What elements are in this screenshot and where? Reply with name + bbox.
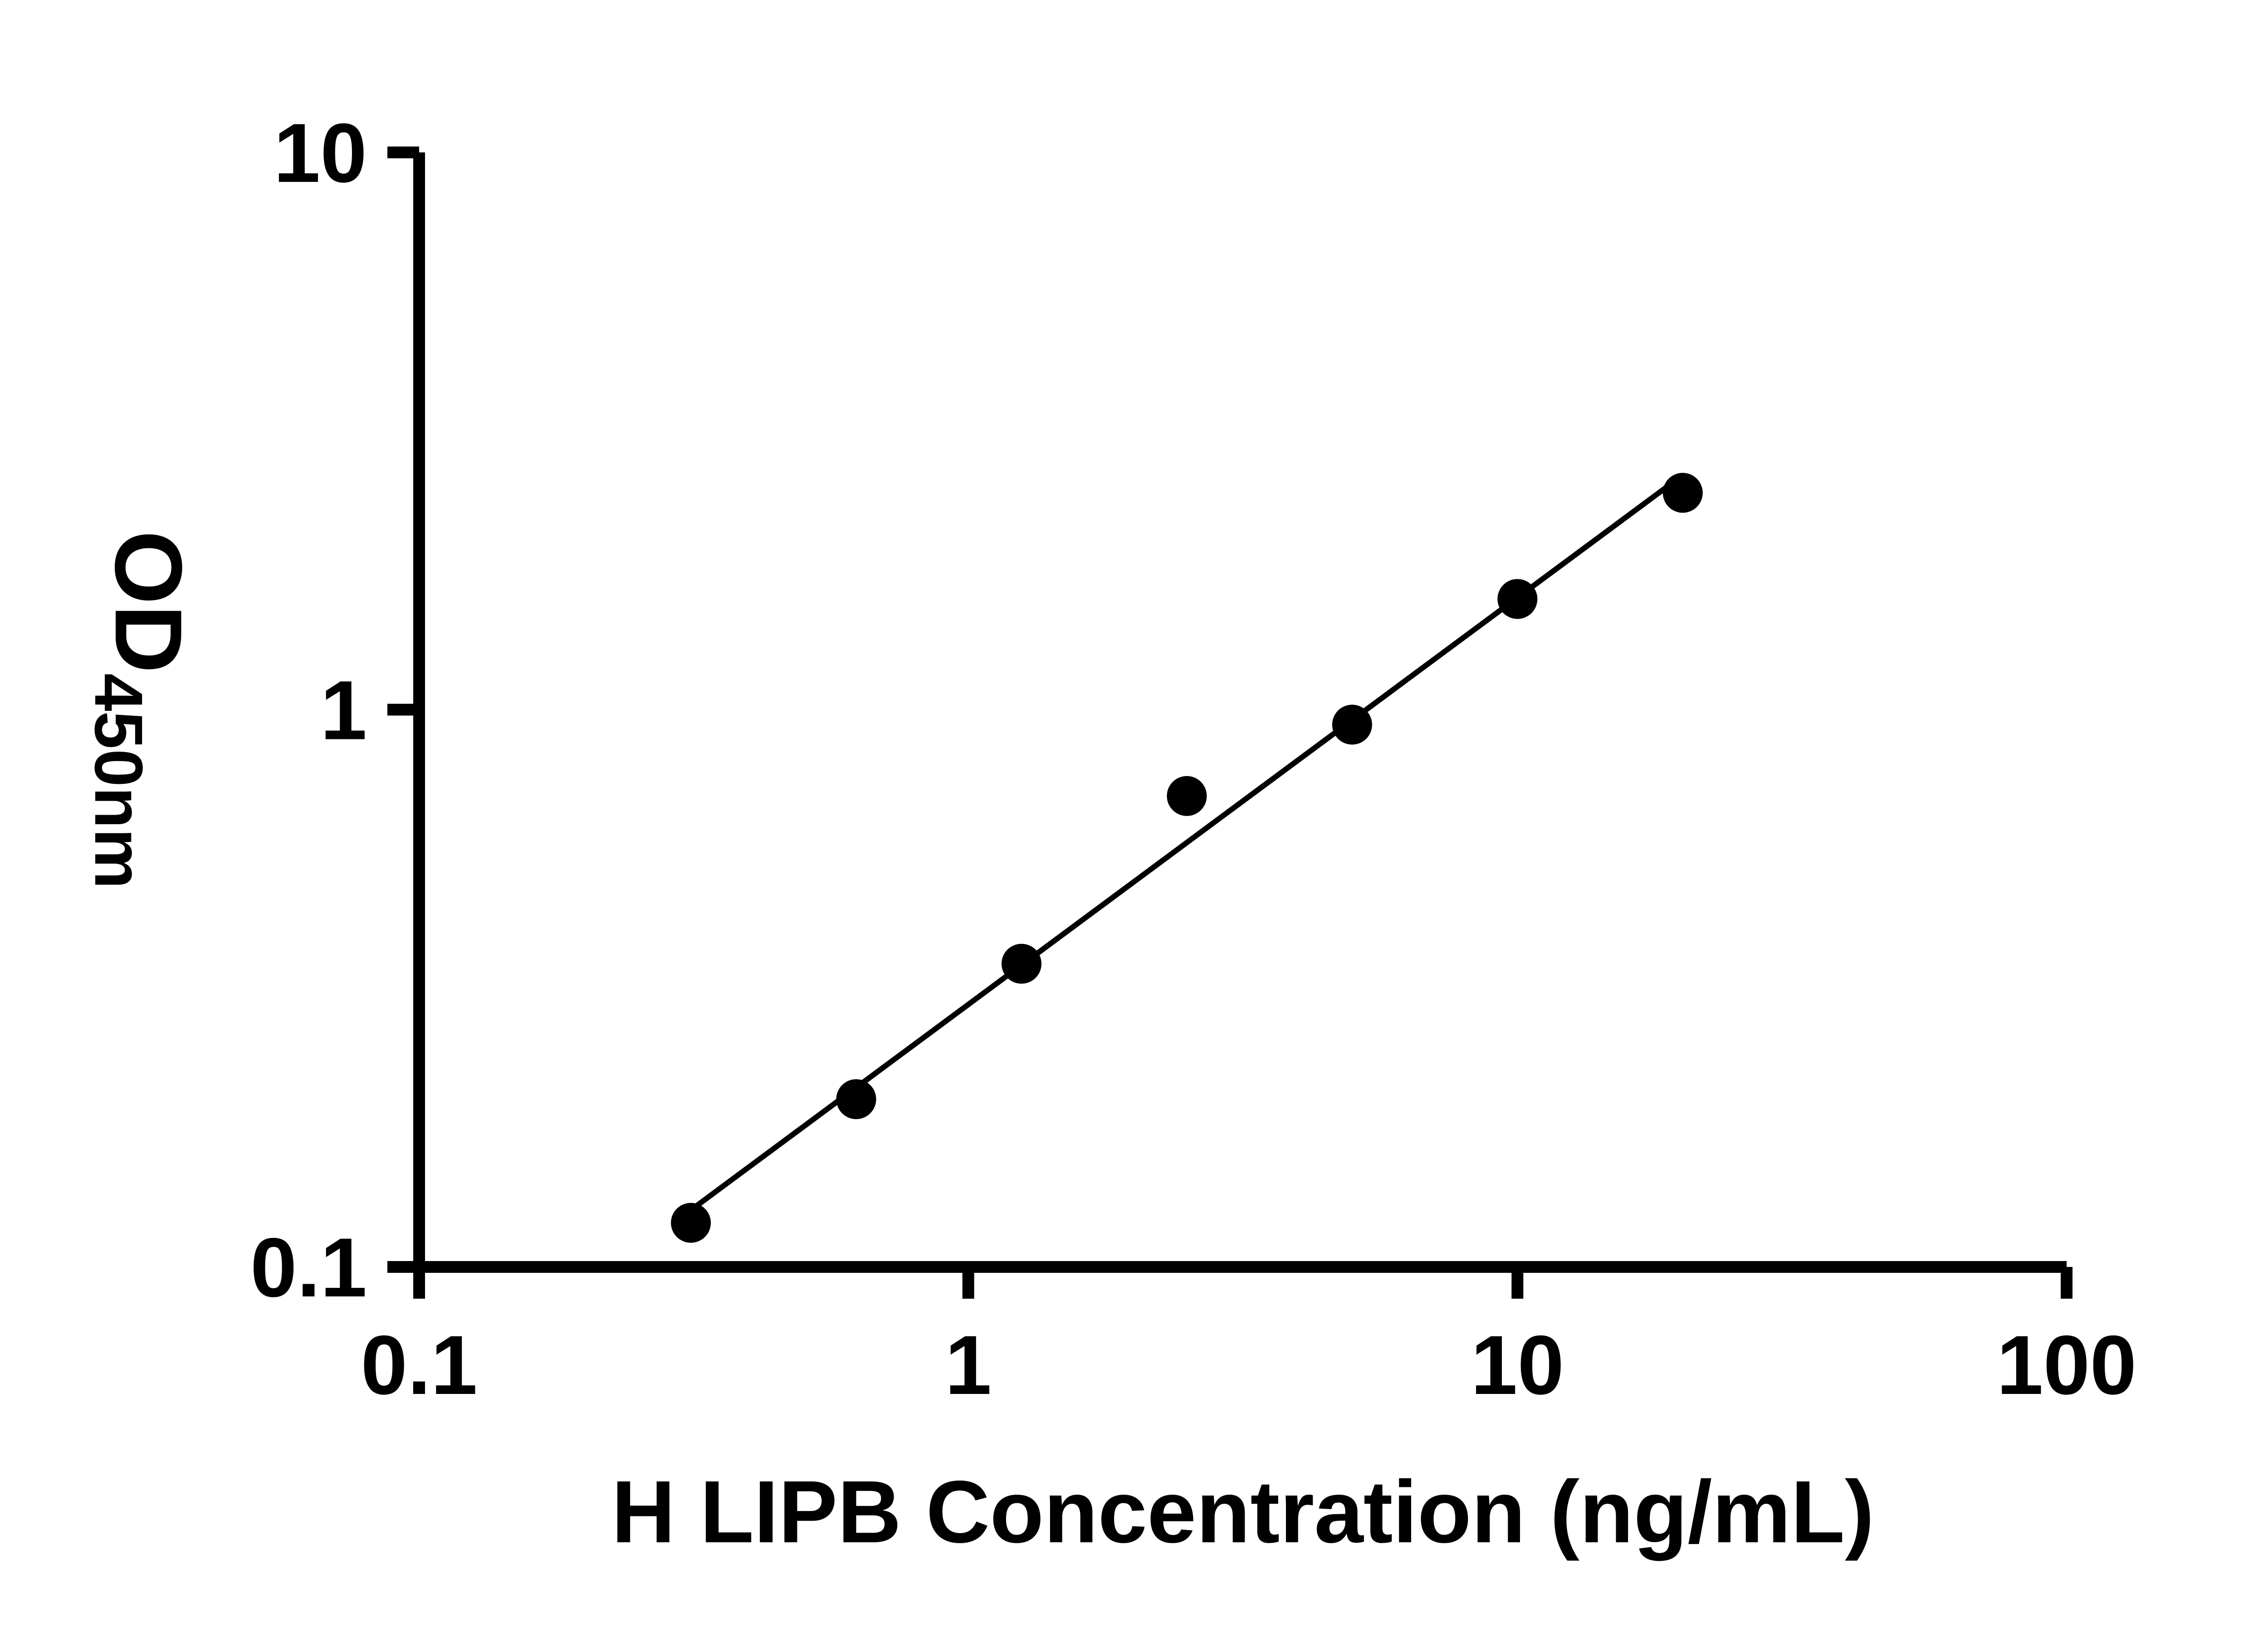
x-tick-label: 100 (1997, 1319, 2137, 1412)
y-tick-label: 1 (320, 664, 367, 758)
axis-lines (413, 152, 2067, 1273)
x-tick-label: 10 (1471, 1319, 1564, 1412)
data-point (671, 1203, 711, 1243)
y-axis-title: OD450nm (81, 530, 202, 889)
x-axis-title: H LIPB Concentration (ng/mL) (611, 1462, 1874, 1561)
data-point (1662, 473, 1703, 513)
y-tick-label: 0.1 (250, 1221, 367, 1315)
data-point (836, 1079, 876, 1120)
y-axis-title-main: OD (95, 530, 202, 673)
y-axis-title-subscript: 450nm (81, 673, 157, 889)
x-tick-label: 1 (945, 1319, 992, 1412)
data-point (1497, 579, 1538, 619)
data-point (1167, 776, 1207, 816)
data-point (1001, 944, 1041, 984)
y-tick-label: 10 (274, 107, 367, 200)
data-point (1332, 704, 1372, 745)
x-tick-label: 0.1 (361, 1319, 477, 1412)
